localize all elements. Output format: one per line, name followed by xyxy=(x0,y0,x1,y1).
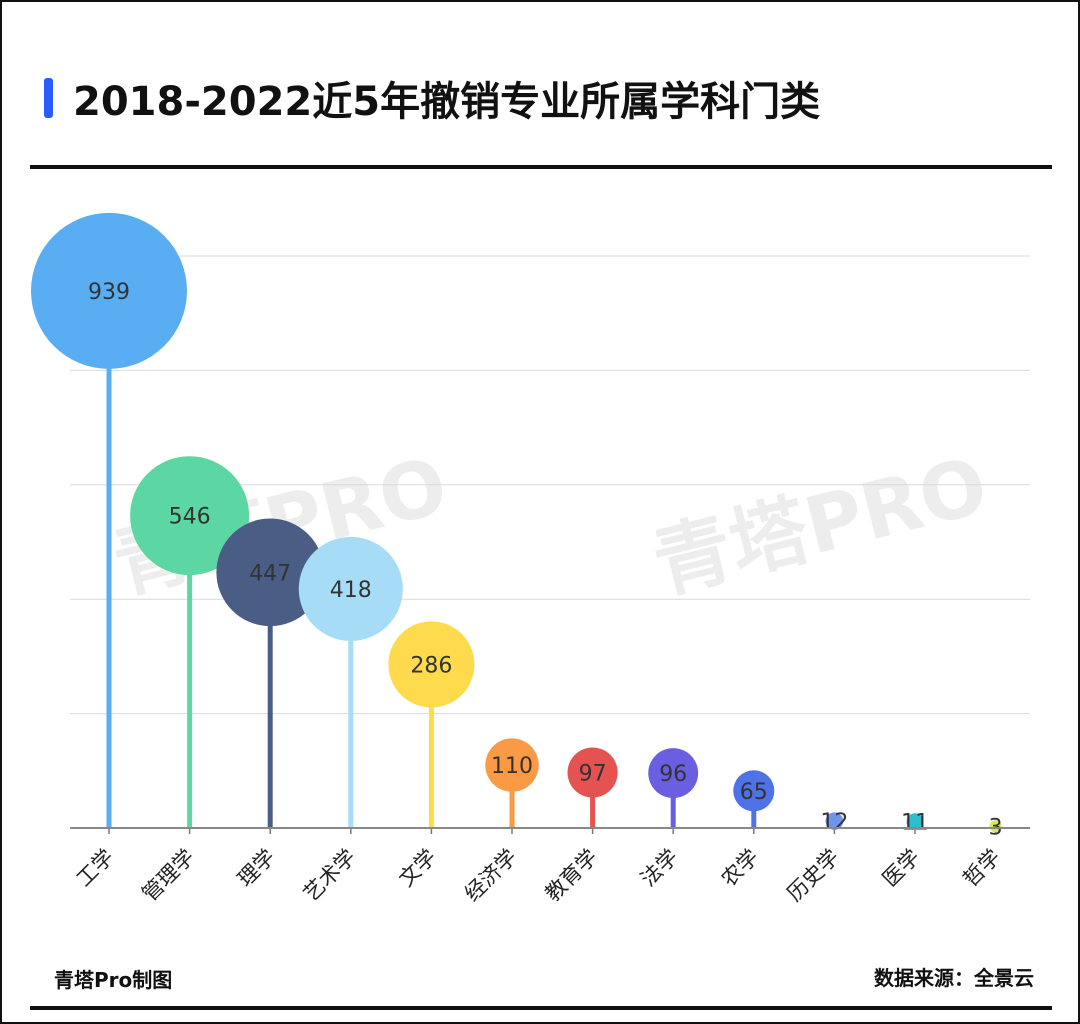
bubble-4 xyxy=(388,621,475,708)
bottom-divider xyxy=(30,1006,1052,1010)
bubble-11 xyxy=(989,820,1002,833)
value-label-7: 96 xyxy=(659,762,687,787)
title-accent-bar xyxy=(44,78,53,118)
category-label-1: 管理学 xyxy=(138,845,200,907)
bubble-6 xyxy=(567,747,618,798)
category-label-2: 理学 xyxy=(233,845,280,892)
value-label-10: 11 xyxy=(901,811,929,836)
footer-source: 数据来源：全景云 xyxy=(874,966,1034,990)
bubble-3 xyxy=(298,536,403,641)
value-label-3: 418 xyxy=(330,578,372,603)
top-divider xyxy=(30,165,1052,169)
bubble-chart: 青塔PRO青塔PRO工学管理学理学艺术学文学经济学教育学法学农学历史学医学哲学9… xyxy=(31,212,1030,907)
page-title: 2018-2022近5年撤销专业所属学科门类 xyxy=(73,79,821,125)
value-label-4: 286 xyxy=(410,653,452,678)
value-label-5: 110 xyxy=(491,754,533,779)
category-label-5: 经济学 xyxy=(460,845,522,907)
category-label-6: 教育学 xyxy=(541,845,603,907)
bubble-1 xyxy=(130,456,250,576)
value-label-8: 65 xyxy=(740,780,768,805)
value-label-0: 939 xyxy=(88,280,130,305)
footer-credit: 青塔Pro制图 xyxy=(54,968,173,992)
category-label-4: 文学 xyxy=(394,845,441,892)
bubble-8 xyxy=(733,770,775,812)
value-label-2: 447 xyxy=(249,561,291,586)
category-label-9: 历史学 xyxy=(782,845,844,907)
category-label-11: 哲学 xyxy=(958,845,1005,892)
bubble-0 xyxy=(31,212,187,369)
value-label-6: 97 xyxy=(579,762,607,787)
bubble-9 xyxy=(825,812,844,830)
bubble-10 xyxy=(906,813,924,831)
category-label-8: 农学 xyxy=(717,845,764,892)
title-row: 2018-2022近5年撤销专业所属学科门类 xyxy=(44,68,820,128)
bubble-7 xyxy=(648,748,699,799)
category-label-10: 医学 xyxy=(878,845,925,892)
category-label-3: 艺术学 xyxy=(299,845,361,907)
value-label-9: 12 xyxy=(820,810,848,835)
value-label-1: 546 xyxy=(169,505,211,530)
bubble-5 xyxy=(485,738,539,792)
category-label-7: 法学 xyxy=(636,845,683,892)
watermark-text: 青塔PRO xyxy=(645,441,996,610)
category-label-0: 工学 xyxy=(72,845,119,892)
bubble-2 xyxy=(216,518,325,627)
